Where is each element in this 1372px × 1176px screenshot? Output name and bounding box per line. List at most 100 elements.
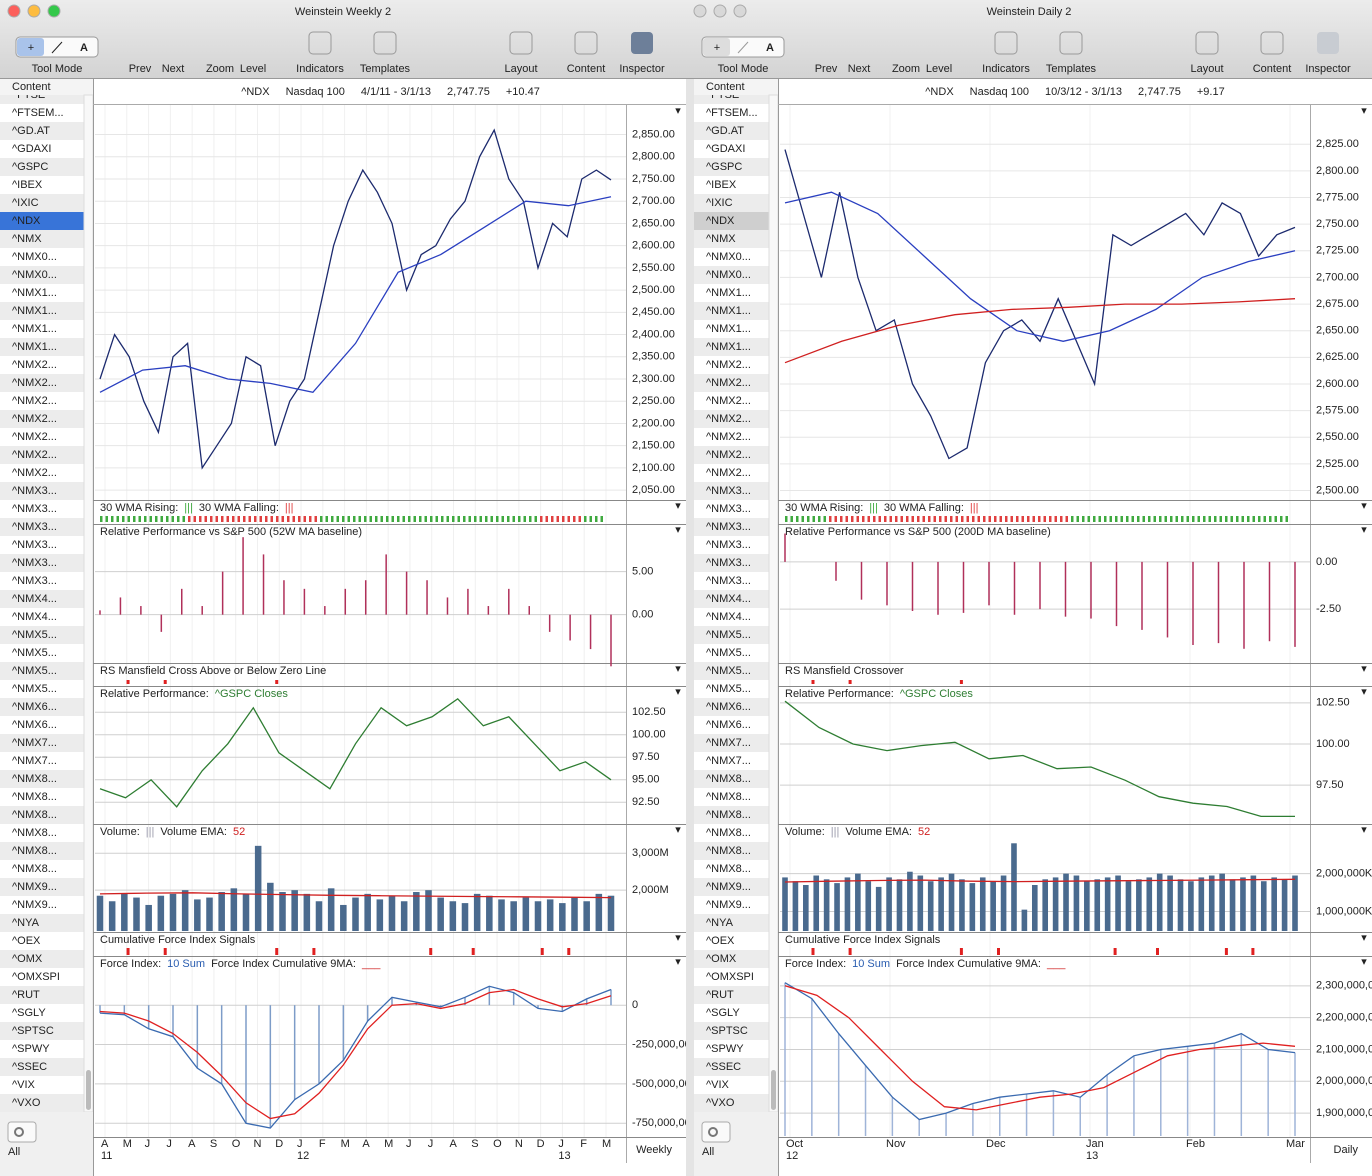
symbol-name[interactable]: ^VXO (706, 1097, 735, 1109)
symbol-name[interactable]: ^RUT (12, 989, 40, 1001)
symbol-name[interactable]: ^NMX5... (706, 629, 751, 641)
toolbar-label[interactable]: Templates (360, 63, 411, 75)
toolbar-label[interactable]: Layout (1190, 63, 1223, 75)
toolbar-label[interactable]: Indicators (296, 63, 344, 75)
symbol-name[interactable]: ^NMX7... (12, 737, 57, 749)
symbol-name[interactable]: ^NMX (706, 233, 736, 245)
symbol-name[interactable]: ^NMX8... (706, 809, 751, 821)
symbol-name[interactable]: ^NYA (12, 917, 40, 929)
symbol-name[interactable]: ^NMX4... (12, 611, 57, 623)
symbol-name[interactable]: ^IBEX (706, 179, 737, 191)
symbol-name[interactable]: ^NYA (706, 917, 734, 929)
symbol-name[interactable]: ^IBEX (12, 179, 43, 191)
symbol-name[interactable]: ^NMX8... (706, 827, 751, 839)
symbol-name[interactable]: ^SSEC (706, 1061, 741, 1073)
symbol-name[interactable]: ^OMX (706, 953, 737, 965)
panel-menu[interactable]: ▾ (675, 105, 681, 117)
toolbar-label[interactable]: Content (1253, 63, 1292, 75)
symbol-name[interactable]: ^IXIC (12, 197, 39, 209)
symbol-name[interactable]: ^NMX8... (706, 863, 751, 875)
symbol-name[interactable]: ^NMX9... (706, 899, 751, 911)
symbol-name[interactable]: ^NMX3... (706, 503, 751, 515)
symbol-name[interactable]: ^NMX6... (706, 701, 751, 713)
symbol-name[interactable]: ^NMX0... (12, 269, 57, 281)
symbol-name[interactable]: ^NMX2... (706, 431, 751, 443)
symbol-name[interactable]: ^NMX3... (12, 557, 57, 569)
symbol-name[interactable]: ^NMX5... (706, 647, 751, 659)
symbol-name[interactable]: ^NMX2... (706, 413, 751, 425)
panel-menu[interactable]: ▾ (675, 524, 681, 536)
symbol-name[interactable]: ^NMX1... (12, 287, 57, 299)
symbol-name[interactable]: ^VIX (12, 1079, 36, 1091)
toolbar-label[interactable]: Content (567, 63, 606, 75)
symbol-name[interactable]: ^SGLY (706, 1007, 740, 1019)
symbol-name[interactable]: ^NMX7... (706, 737, 751, 749)
symbol-name[interactable]: ^VXO (12, 1097, 41, 1109)
window-button[interactable] (27, 4, 41, 18)
symbol-name[interactable]: ^NMX3... (12, 539, 57, 551)
symbol-name[interactable]: ^SPTSC (12, 1025, 54, 1037)
toolbar-label[interactable]: Prev (815, 63, 838, 75)
symbol-name[interactable]: ^GDAXI (12, 143, 51, 155)
symbol-name[interactable]: ^SPWY (706, 1043, 744, 1055)
symbol-name[interactable]: ^NMX1... (706, 341, 751, 353)
symbol-name[interactable]: ^NMX2... (706, 449, 751, 461)
symbol-name[interactable]: ^NMX8... (12, 773, 57, 785)
symbol-name[interactable]: ^GSPC (12, 161, 48, 173)
window-button[interactable] (733, 4, 747, 18)
symbol-name[interactable]: ^SPWY (12, 1043, 50, 1055)
symbol-name[interactable]: ^OMXSPI (706, 971, 754, 983)
symbol-name[interactable]: ^NMX8... (12, 791, 57, 803)
panel-menu[interactable]: ▾ (675, 686, 681, 698)
symbol-name[interactable]: ^OEX (12, 935, 41, 947)
symbol-name[interactable]: ^OEX (706, 935, 735, 947)
symbol-name[interactable]: ^NMX5... (706, 665, 751, 677)
symbol-name[interactable]: ^NMX0... (706, 269, 751, 281)
panel-menu[interactable]: ▾ (675, 500, 681, 512)
toolbar-label[interactable]: Level (240, 63, 266, 75)
toolbar-label[interactable]: Tool Mode (718, 63, 769, 75)
symbol-name[interactable]: ^NMX2... (706, 467, 751, 479)
symbol-name[interactable]: ^RUT (706, 989, 734, 1001)
symbol-name[interactable]: ^NMX6... (706, 719, 751, 731)
symbol-name[interactable]: ^FTSEM... (706, 107, 758, 119)
symbol-name[interactable]: ^NMX4... (706, 611, 751, 623)
panel-menu[interactable]: ▾ (1361, 932, 1367, 944)
symbol-name[interactable]: ^GSPC (706, 161, 742, 173)
symbol-name[interactable]: ^NMX3... (706, 575, 751, 587)
symbol-name[interactable]: ^NMX5... (706, 683, 751, 695)
symbol-name[interactable]: ^NMX2... (12, 431, 57, 443)
panel-menu[interactable]: ▾ (1361, 824, 1367, 836)
symbol-name[interactable]: ^NMX3... (12, 575, 57, 587)
toolbar-label[interactable]: Prev (129, 63, 152, 75)
sidebar-footer-label[interactable]: All (702, 1146, 714, 1158)
toolbar-label[interactable]: Tool Mode (32, 63, 83, 75)
symbol-name[interactable]: ^NMX7... (706, 755, 751, 767)
toolbar-label[interactable]: Next (162, 63, 185, 75)
toolbar-label[interactable]: Inspector (619, 63, 665, 75)
toolbar-label[interactable]: Next (848, 63, 871, 75)
symbol-name[interactable]: ^NMX8... (706, 791, 751, 803)
sidebar-footer-label[interactable]: All (8, 1146, 20, 1158)
symbol-name[interactable]: ^NMX2... (706, 359, 751, 371)
symbol-name[interactable]: ^OMXSPI (12, 971, 60, 983)
symbol-name[interactable]: ^NMX7... (12, 755, 57, 767)
panel-menu[interactable]: ▾ (1361, 686, 1367, 698)
symbol-name[interactable]: ^NMX2... (706, 395, 751, 407)
symbol-name[interactable]: ^NMX3... (12, 503, 57, 515)
symbol-name[interactable]: ^GDAXI (706, 143, 745, 155)
window-button[interactable] (693, 4, 707, 18)
toolbar-label[interactable]: Zoom (892, 63, 920, 75)
toolbar-label[interactable]: Inspector (1305, 63, 1351, 75)
symbol-name[interactable]: ^NMX1... (12, 323, 57, 335)
symbol-name[interactable]: ^NMX5... (12, 647, 57, 659)
symbol-name[interactable]: ^NMX2... (12, 467, 57, 479)
symbol-name[interactable]: ^NMX4... (706, 593, 751, 605)
toolbar-label[interactable]: Templates (1046, 63, 1097, 75)
symbol-name[interactable]: ^NMX0... (12, 251, 57, 263)
symbol-name[interactable]: ^NMX1... (12, 341, 57, 353)
window-button[interactable] (7, 4, 21, 18)
symbol-name[interactable]: ^NMX3... (706, 557, 751, 569)
symbol-name[interactable]: ^NMX9... (12, 881, 57, 893)
symbol-name[interactable]: ^GD.AT (12, 125, 50, 137)
